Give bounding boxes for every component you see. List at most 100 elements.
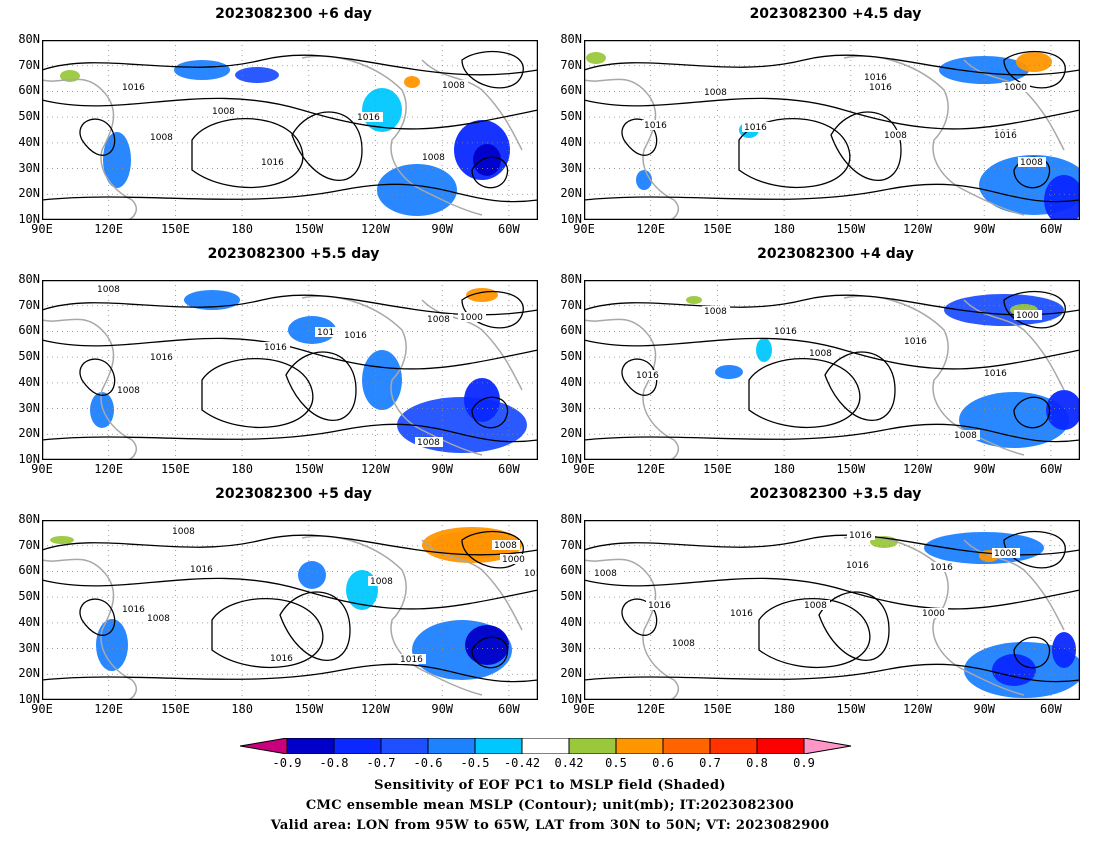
lat-tick-label: 60N [560, 323, 582, 338]
sensitivity-shading [235, 67, 279, 83]
lat-tick-label: 50N [18, 349, 40, 364]
contour-label: 1008 [442, 81, 465, 91]
lat-tick-label: 20N [560, 426, 582, 441]
mslp-contour [584, 183, 1080, 203]
contour-label: 1016 [864, 73, 887, 83]
contour-label-bg [982, 368, 1010, 378]
lon-tick-label: 150W [294, 462, 324, 476]
lon-tick-label: 120E [636, 222, 666, 236]
lat-tick-label: 10N [560, 692, 582, 706]
sensitivity-shading [298, 561, 326, 589]
contour-label: 1008 [212, 107, 235, 117]
lon-tick-label: 60W [498, 222, 520, 236]
lat-tick-label: 50N [560, 349, 582, 364]
lon-tick-label: 90W [973, 702, 996, 716]
colorbar-segment [568, 738, 617, 754]
sensitivity-shading [184, 290, 240, 310]
contour-label-bg [522, 568, 538, 578]
contour-label: 1016 [150, 353, 173, 363]
lat-tick-label: 20N [560, 186, 582, 201]
lon-tick-label: 120E [636, 462, 666, 476]
map-panel: 2023082300 +4.5 day 1008 1016 1016 1016 1016 1… [542, 6, 1087, 242]
contour-label: 1008 [150, 133, 173, 143]
lon-tick-label: 120E [636, 702, 666, 716]
lon-tick-label: 150E [702, 222, 732, 236]
lat-tick-label: 70N [560, 297, 582, 312]
mslp-contour [471, 156, 509, 189]
contour-label: 1008 [97, 285, 120, 295]
lon-tick-label: 120W [903, 462, 932, 476]
mslp-contour [42, 534, 538, 556]
contour-label: 1016 [400, 655, 423, 665]
lat-tick-label: 50N [18, 589, 40, 604]
contour-label: 1016 [524, 569, 538, 579]
mslp-contour [621, 118, 658, 156]
contour-label-bg [1002, 82, 1030, 92]
colorbar-segment [615, 738, 664, 754]
footer-line-1: Sensitivity of EOF PC1 to MSLP field (Sh… [374, 778, 726, 793]
lat-tick-label: 80N [560, 272, 582, 286]
mslp-contour [461, 50, 524, 89]
sensitivity-shading [686, 296, 702, 304]
colorbar-segment [662, 738, 711, 754]
sensitivity-shading [756, 338, 772, 362]
lon-tick-label: 90W [431, 702, 454, 716]
mslp-contour [285, 351, 357, 422]
mslp-contour [584, 534, 1080, 556]
lat-tick-label: 20N [18, 426, 40, 441]
lat-tick-label: 80N [560, 32, 582, 46]
contour-label: 1016 [994, 131, 1017, 141]
mslp-contour [584, 663, 1080, 683]
lat-tick-label: 20N [560, 666, 582, 681]
lon-tick-label: 150W [836, 702, 866, 716]
contour-label: 101 [317, 328, 334, 338]
mslp-contour [42, 577, 538, 610]
colorbar-low-end [240, 738, 288, 754]
contour-label-bg [847, 530, 875, 540]
contour-label: 1008 [117, 386, 140, 396]
lon-tick-label: 150E [702, 702, 732, 716]
mslp-contour [471, 636, 509, 669]
panel-title: 2023082300 +5.5 day [207, 246, 380, 262]
contour-label: 1016 [648, 601, 671, 611]
contour-label: 1008 [427, 315, 450, 325]
contour-label-bg [772, 326, 800, 336]
contour-label: 1016 [270, 654, 293, 664]
mslp-contour [42, 97, 538, 130]
contour-label-bg [170, 526, 198, 536]
lon-tick-label: 180 [773, 702, 795, 716]
contour-label-bg [259, 157, 287, 167]
contour-label-bg [867, 82, 895, 92]
colorbar-tick-label: 0.7 [699, 756, 721, 770]
contour-label: 1008 [704, 307, 727, 317]
lon-tick-label: 120W [903, 222, 932, 236]
lon-tick-label: 120W [903, 702, 932, 716]
mslp-contour [584, 97, 1080, 130]
contour-label: 1008 [494, 541, 517, 551]
contour-label-bg [148, 132, 176, 142]
contour-label-bg [902, 336, 930, 346]
lon-tick-label: 120E [94, 462, 124, 476]
contour-label: 1008 [370, 577, 393, 587]
lat-tick-label: 40N [18, 374, 40, 389]
colorbar-tick-label: 0.8 [746, 756, 768, 770]
footer-line-3: Valid area: LON from 95W to 65W, LAT fro… [270, 818, 830, 833]
contour-label: 1016 [122, 83, 145, 93]
lon-tick-label: 60W [498, 702, 520, 716]
contour-label: 1008 [422, 153, 445, 163]
contour-label: 1008 [672, 639, 695, 649]
contour-label-bg [120, 82, 148, 92]
colorbar-segment [286, 738, 335, 754]
colorbar-segment [380, 738, 429, 754]
sensitivity-shading [465, 625, 509, 665]
panel-title: 2023082300 +3.5 day [749, 486, 922, 502]
contour-label-bg [120, 604, 148, 614]
contour-label: 1008 [1020, 158, 1043, 168]
mslp-contour [584, 423, 1080, 443]
mslp-contour [830, 111, 902, 182]
mslp-contour [584, 577, 1080, 610]
lat-tick-label: 60N [560, 83, 582, 98]
sensitivity-shading [96, 619, 128, 671]
map-plot: 1008 1016 1016 1008 1016 1000 1008 1016 1008 1016 [584, 520, 1080, 700]
colorbar-tick-label: -0.5 [460, 756, 490, 770]
